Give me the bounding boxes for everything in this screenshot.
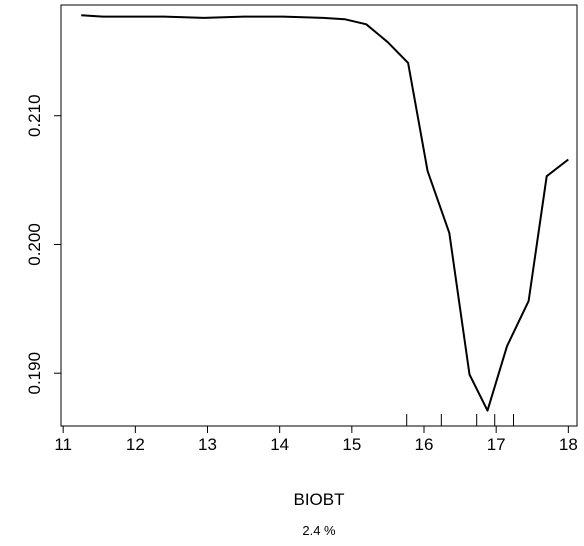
y-axis: 0.190 0.200 0.210: [25, 94, 61, 394]
x-axis: 11 12 13 14 15 16 17 18: [54, 426, 578, 454]
x-tick-label: 15: [342, 435, 361, 454]
x-tick-label: 12: [126, 435, 145, 454]
x-tick-label: 18: [559, 435, 578, 454]
rug-marks: [406, 414, 514, 426]
x-tick-label: 14: [270, 435, 289, 454]
series-line: [81, 14, 569, 412]
y-tick-label: 0.190: [25, 352, 44, 395]
chart-subtitle: 2.4 %: [302, 523, 336, 538]
x-tick-label: 16: [415, 435, 434, 454]
y-tick-label: 0.210: [25, 94, 44, 137]
series-group: [81, 14, 569, 412]
x-tick-label: 17: [487, 435, 506, 454]
x-axis-title: BIOBT: [293, 490, 344, 509]
x-tick-label: 11: [54, 435, 72, 454]
x-tick-label: 13: [198, 435, 217, 454]
plot-frame: [60, 4, 578, 427]
y-tick-label: 0.200: [25, 223, 44, 266]
